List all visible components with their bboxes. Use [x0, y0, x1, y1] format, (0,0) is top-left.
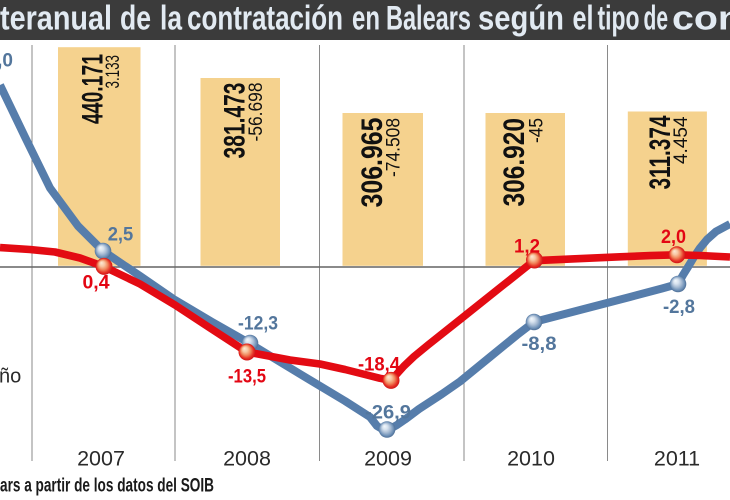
svg-text:de: de: [120, 0, 151, 37]
svg-text:2011: 2011: [654, 447, 700, 471]
svg-text:teranual: teranual: [0, 0, 112, 37]
svg-text:306.920: 306.920: [498, 118, 531, 207]
svg-text:-74.508: -74.508: [384, 118, 405, 177]
svg-text:0,4: 0,4: [83, 273, 110, 294]
svg-text:2,0: 2,0: [661, 227, 686, 248]
svg-text:-13,5: -13,5: [228, 367, 266, 388]
svg-text:con: con: [672, 0, 730, 37]
svg-text:contratación: contratación: [187, 0, 343, 37]
svg-text:-2,8: -2,8: [663, 297, 695, 318]
svg-text:-26,9: -26,9: [365, 403, 411, 424]
svg-text:-8,8: -8,8: [522, 334, 557, 355]
svg-text:440.171: 440.171: [77, 54, 110, 124]
svg-text:2008: 2008: [223, 447, 271, 471]
svg-text:ars a partir de los datos del: ars a partir de los datos del SOIB: [0, 475, 214, 496]
svg-text:306.965: 306.965: [356, 118, 389, 208]
svg-text:2,5: 2,5: [108, 225, 134, 246]
svg-text:ño: ño: [0, 366, 21, 388]
svg-text:-56.698: -56.698: [246, 83, 267, 142]
svg-text:el: el: [573, 0, 594, 37]
svg-text:-45: -45: [527, 118, 548, 143]
svg-text:381.473: 381.473: [219, 83, 252, 159]
svg-text:según: según: [478, 0, 564, 37]
svg-text:311.374: 311.374: [644, 115, 677, 189]
svg-text:-12,3: -12,3: [238, 314, 278, 335]
svg-text:2007: 2007: [77, 447, 125, 471]
svg-text:tipo: tipo: [598, 0, 640, 37]
svg-text:Balears: Balears: [386, 0, 471, 37]
svg-text:,0: ,0: [0, 51, 13, 72]
svg-text:la: la: [160, 0, 183, 37]
svg-text:4.454: 4.454: [671, 116, 692, 164]
svg-text:de: de: [644, 0, 669, 37]
svg-text:2009: 2009: [364, 447, 412, 471]
svg-text:1,2: 1,2: [514, 237, 540, 258]
svg-text:-18,4: -18,4: [358, 355, 400, 376]
svg-text:2010: 2010: [507, 447, 555, 471]
svg-text:en: en: [352, 0, 380, 37]
svg-text:3.133: 3.133: [103, 55, 124, 89]
